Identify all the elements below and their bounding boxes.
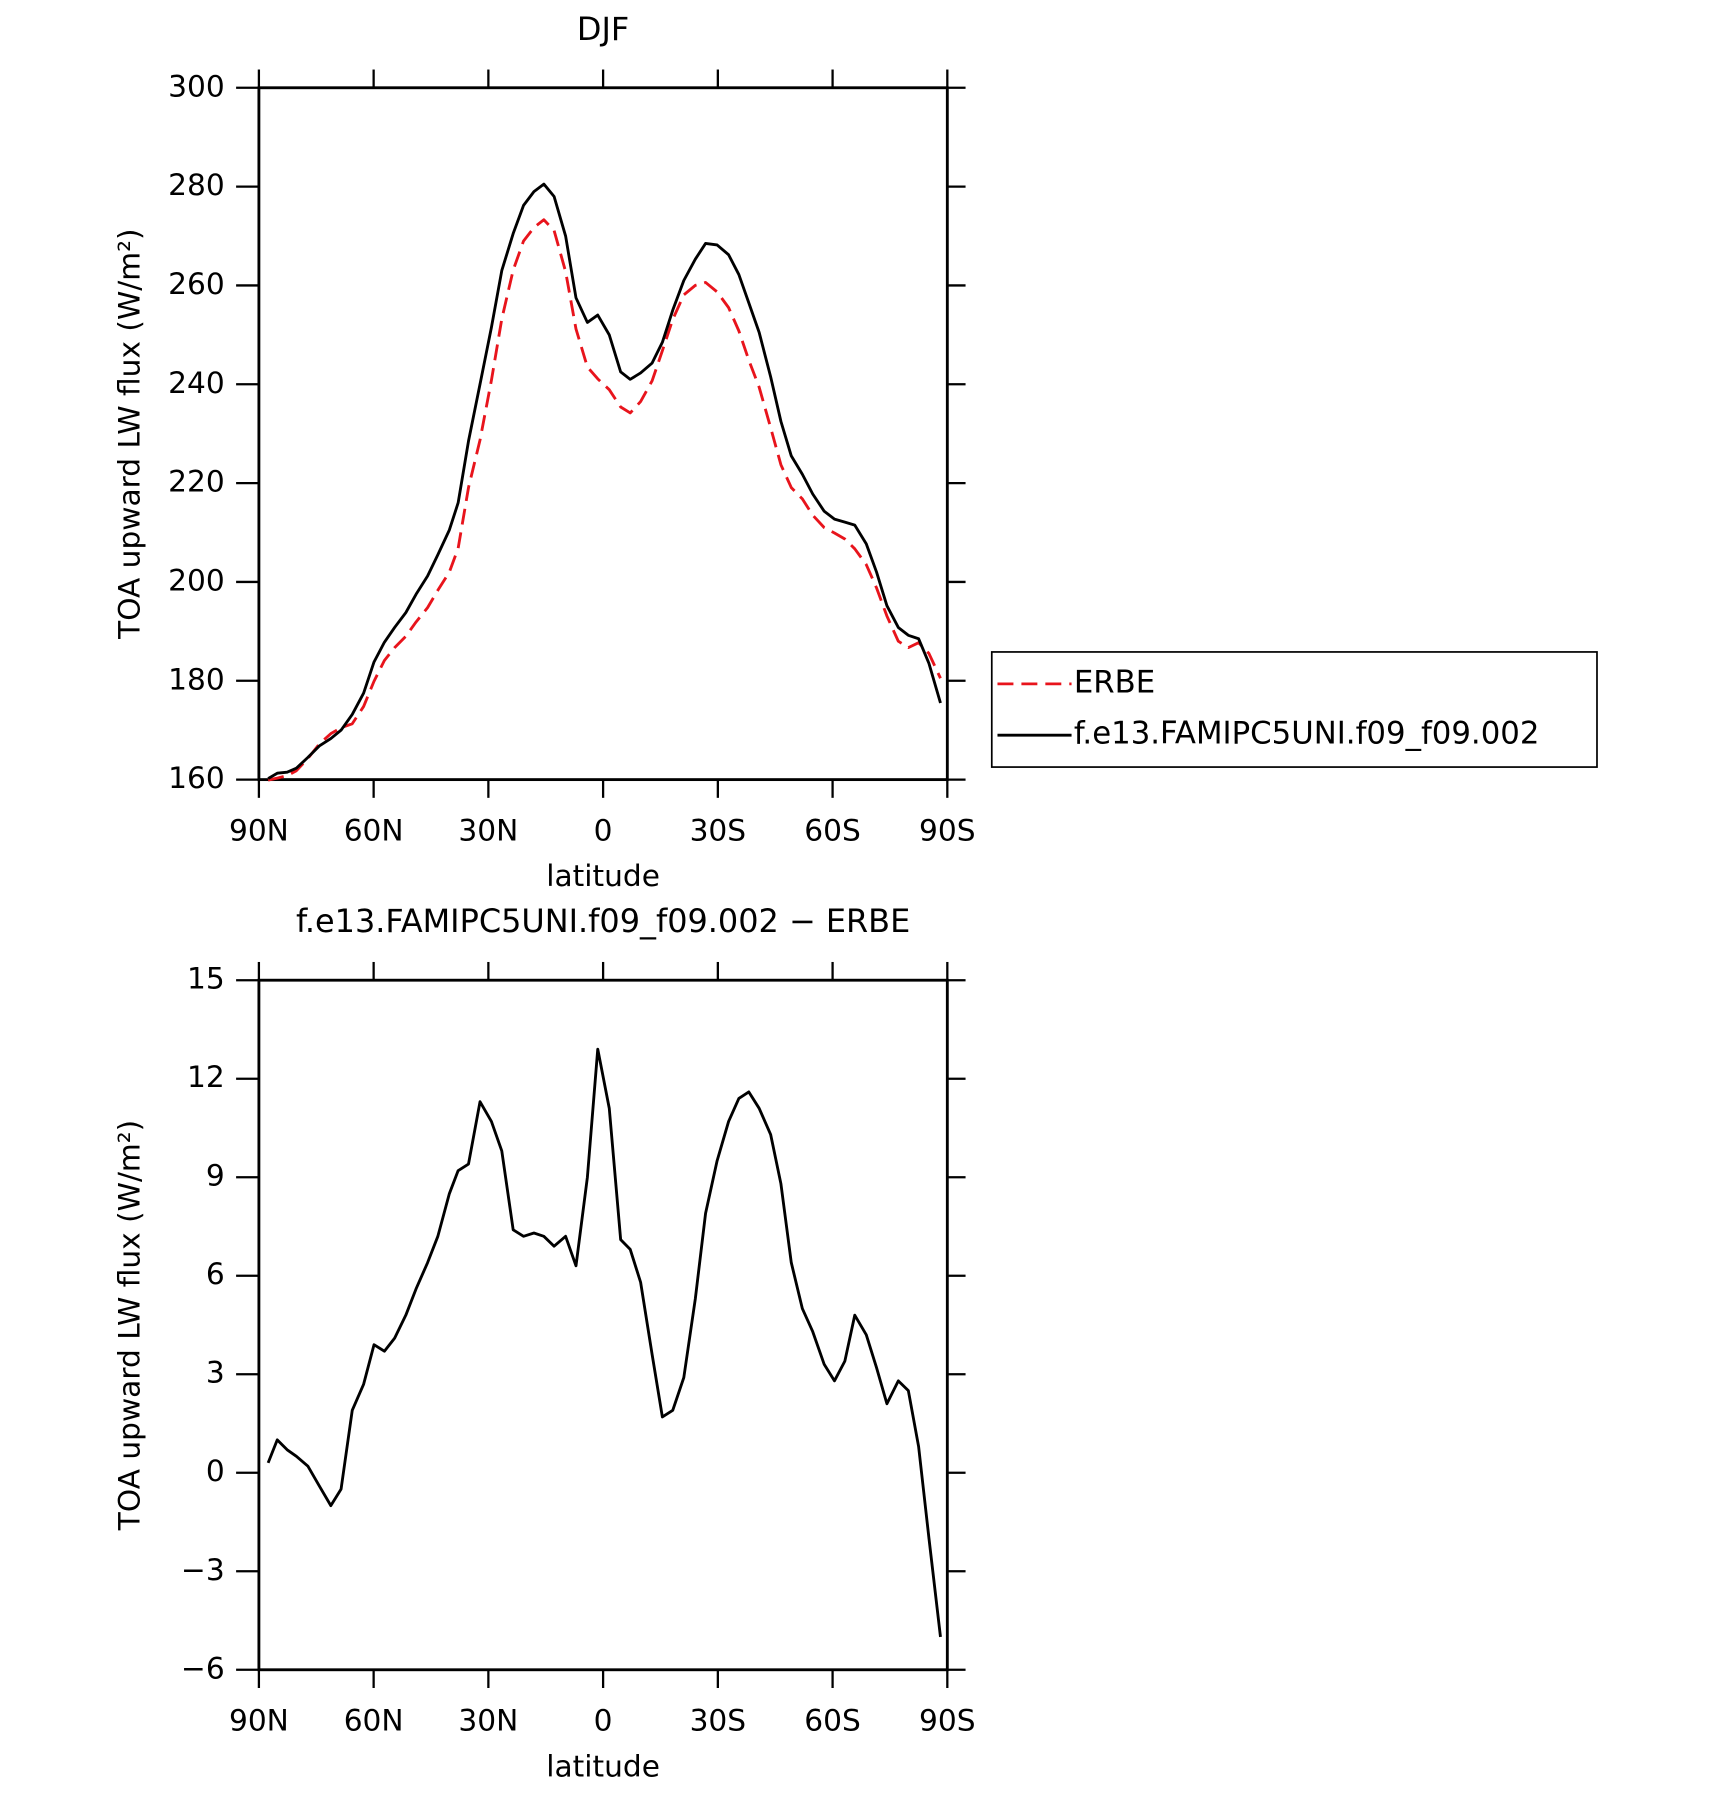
plot-frame <box>257 86 949 782</box>
x-tick-label: 60S <box>804 1703 861 1738</box>
y-tick-label: 9 <box>206 1158 225 1193</box>
y-tick-label: 3 <box>206 1355 225 1390</box>
x-tick-label: 90S <box>919 813 976 848</box>
legend-box <box>990 651 1598 768</box>
x-tick-label: 0 <box>594 813 613 848</box>
data-line <box>267 182 942 780</box>
x-tick-label: 60N <box>344 1703 404 1738</box>
chart-title: f.e13.FAMIPC5UNI.f09_f09.002 − ERBE <box>296 902 910 940</box>
x-axis-label: latitude <box>546 1748 660 1783</box>
y-tick-label: 15 <box>187 961 225 996</box>
x-tick-label: 90N <box>229 1703 289 1738</box>
x-tick-label: 30N <box>458 1703 518 1738</box>
y-tick-label: 6 <box>206 1256 225 1291</box>
y-tick-label: 0 <box>206 1453 225 1488</box>
y-tick-label: −3 <box>181 1552 225 1587</box>
chart-title: DJF <box>577 10 629 48</box>
y-tick-label: 180 <box>168 661 225 696</box>
x-tick-label: 30S <box>690 813 747 848</box>
x-tick-label: 30S <box>690 1703 747 1738</box>
y-axis-label: TOA upward LW flux (W/m²) <box>112 228 147 639</box>
legend-label: ERBE <box>1074 664 1155 700</box>
y-tick-label: 160 <box>168 760 225 795</box>
y-tick-label: 300 <box>168 68 225 103</box>
data-line <box>267 218 942 782</box>
x-tick-label: 0 <box>594 1703 613 1738</box>
chart: DJF 160 180 200 220 240 260 280 300 90N 60N 30N 0 30S… <box>112 10 1598 893</box>
x-tick-label: 90N <box>229 813 289 848</box>
y-tick-label: 12 <box>187 1059 225 1094</box>
y-tick-label: −6 <box>181 1650 225 1685</box>
x-tick-label: 30N <box>458 813 518 848</box>
y-tick-label: 200 <box>168 562 225 597</box>
y-tick-label: 280 <box>168 167 225 202</box>
x-axis-label: latitude <box>546 858 660 893</box>
legend-label: f.e13.FAMIPC5UNI.f09_f09.002 <box>1074 716 1540 752</box>
chart: f.e13.FAMIPC5UNI.f09_f09.002 − ERBE −6 −3 0… <box>112 902 976 1783</box>
y-axis-label: TOA upward LW flux (W/m²) <box>112 1120 147 1531</box>
x-tick-label: 60S <box>804 813 861 848</box>
y-tick-label: 260 <box>168 266 225 301</box>
x-tick-label: 60N <box>344 813 404 848</box>
y-tick-label: 240 <box>168 365 225 400</box>
y-tick-label: 220 <box>168 464 225 499</box>
x-tick-label: 90S <box>919 1703 976 1738</box>
data-line <box>266 1047 942 1638</box>
